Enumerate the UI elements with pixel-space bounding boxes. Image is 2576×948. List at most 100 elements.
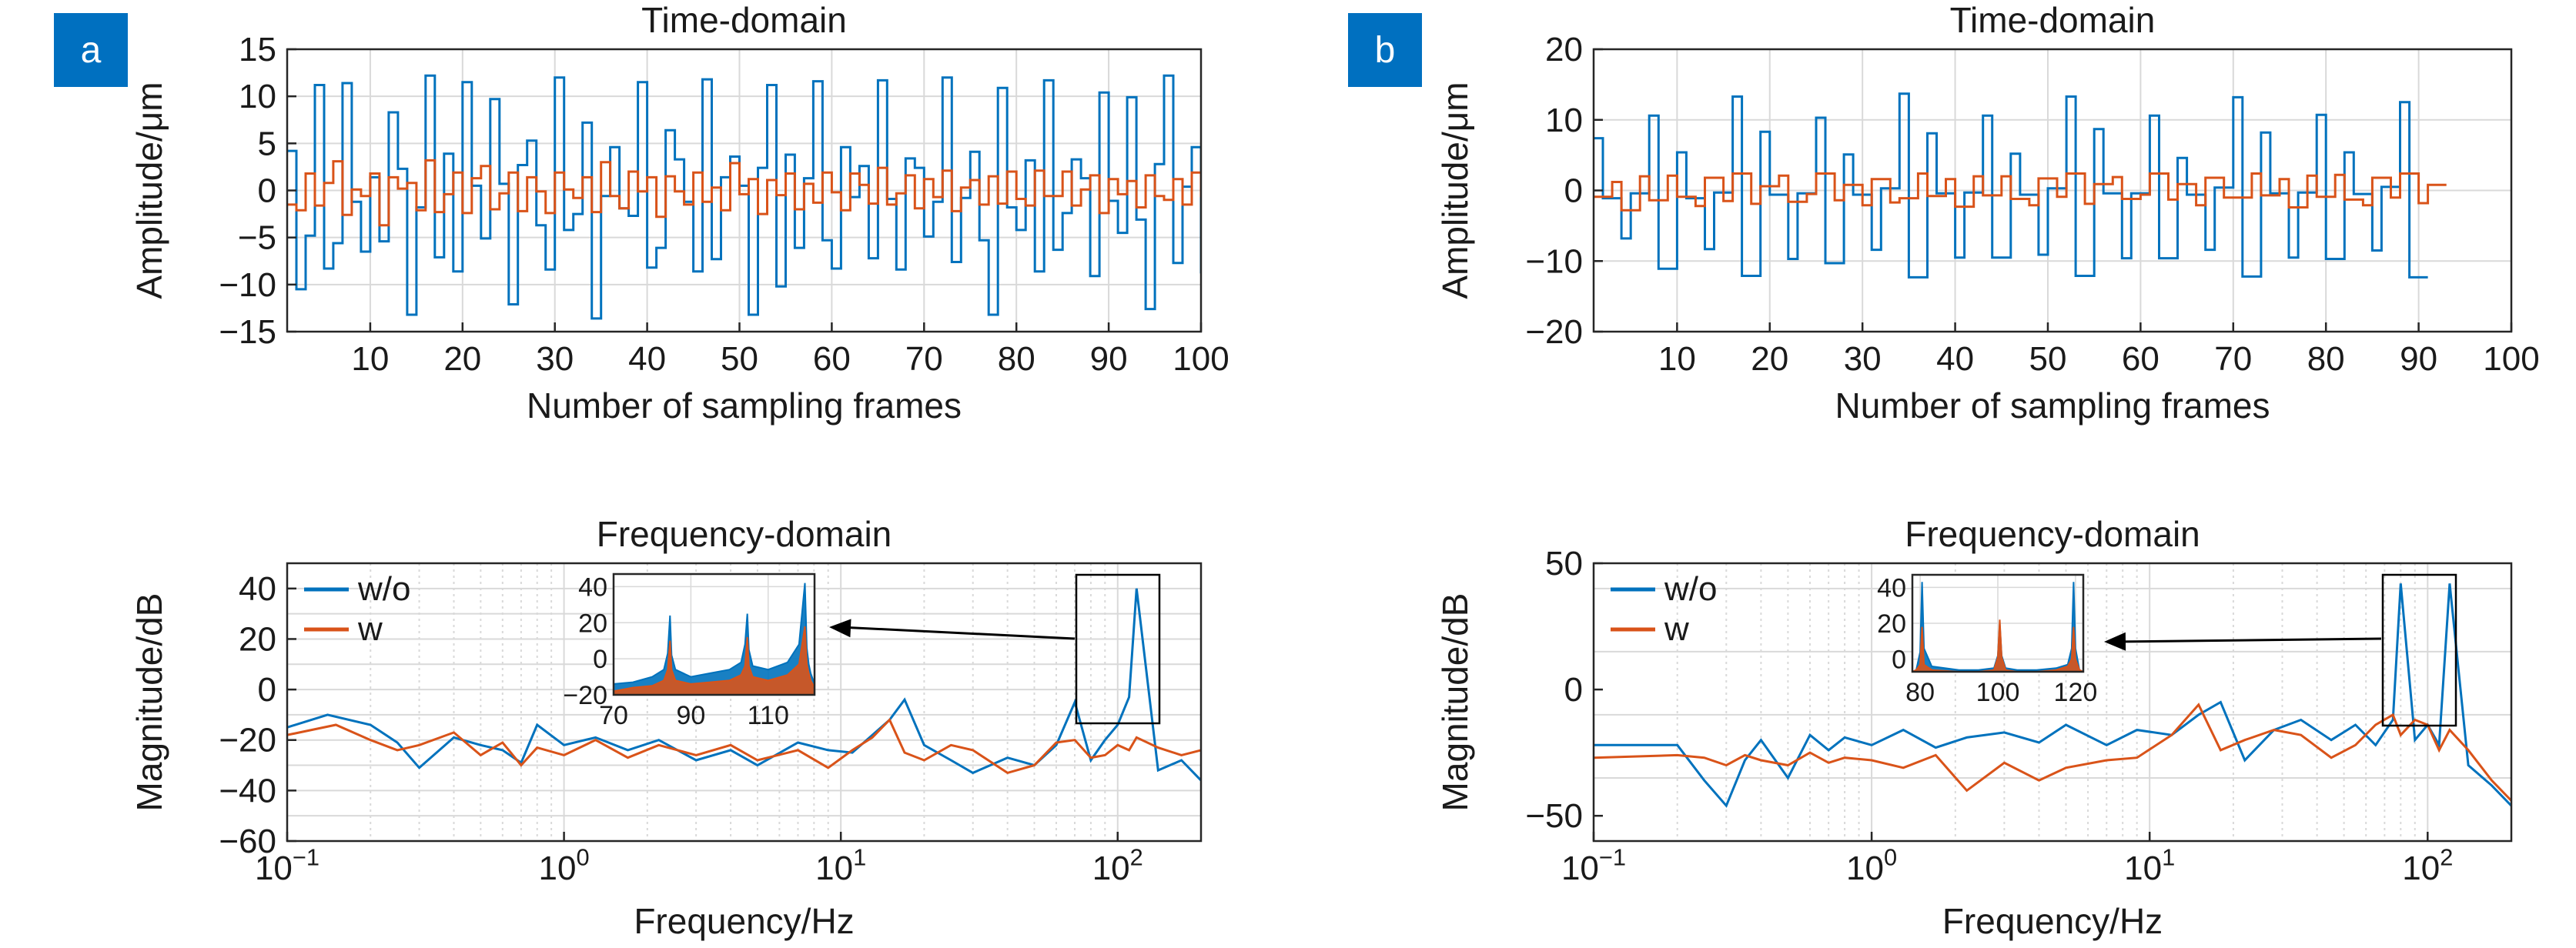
inset-x-tick-label: 80 [1905, 678, 1935, 707]
x-tick-label: 90 [2400, 340, 2437, 378]
grid [1594, 48, 2512, 332]
inset-y-tick-label: −20 [563, 681, 607, 710]
y-tick-label: −50 [1525, 797, 1583, 835]
y-tick-label: −15 [219, 313, 276, 351]
x-tick-label: 100 [539, 844, 590, 887]
inset-chart: 70 90 110 −20 0 20 40 [563, 572, 1161, 730]
chart-title: Time-domain [641, 0, 847, 40]
panel-label-b: b [1348, 13, 1422, 87]
series-line-wo [287, 74, 1201, 320]
y-tick-label: 10 [239, 78, 276, 115]
series-line-wo [1594, 583, 2511, 808]
chart-1: 10 20 30 40 50 60 70 80 90 100 −20 −10 0 10 20 Time-dom… [1435, 0, 2540, 426]
x-tick-label: 80 [2307, 340, 2345, 378]
y-tick-label: 40 [239, 570, 276, 608]
x-tick-label: 30 [1844, 340, 1882, 378]
x-axis-label: Frequency/Hz [1942, 901, 2163, 941]
x-axis-label: Number of sampling frames [527, 386, 962, 426]
series-line-w [1594, 703, 2511, 802]
y-tick-label: 10 [1545, 102, 1583, 139]
legend-label-w: w [1664, 610, 1689, 648]
chart-title: Frequency-domain [597, 514, 892, 554]
series-group [1594, 92, 2447, 279]
x-tick-label: 80 [998, 340, 1035, 378]
x-tick-label: 90 [1090, 340, 1128, 378]
axes-frame [1592, 562, 2513, 843]
chart-3: 10−1 100 101 102 −50 0 50 Frequency-domain Frequ… [1435, 514, 2513, 941]
y-tick-label: 0 [1564, 172, 1583, 210]
y-tick-label: 0 [258, 671, 276, 709]
inset-series-w [614, 626, 815, 695]
x-tick-label: 102 [2402, 844, 2453, 887]
chart-title: Frequency-domain [1905, 514, 2200, 554]
x-tick-label: 100 [1173, 340, 1229, 378]
series-group [287, 588, 1201, 782]
inset-x-tick-label: 110 [748, 701, 789, 730]
zoom-arrow-head [829, 619, 851, 638]
zoom-arrow-line [2122, 637, 2382, 643]
x-tick-label: 100 [2483, 340, 2539, 378]
x-tick-label: 101 [815, 844, 866, 887]
y-tick-label: 0 [1564, 671, 1583, 709]
x-tick-label: 40 [1936, 340, 1974, 378]
y-tick-label: 0 [258, 172, 276, 210]
inset-x-tick-label: 90 [676, 701, 705, 730]
x-tick-label: 20 [1751, 340, 1788, 378]
y-axis-label: Amplitude/μm [1435, 82, 1475, 299]
inset-series-w [1912, 619, 2083, 672]
series-line-w [1594, 172, 2447, 212]
x-tick-label: 60 [2122, 340, 2159, 378]
chart-title: Time-domain [1950, 0, 2156, 40]
y-tick-label: −20 [1525, 313, 1583, 351]
series-group [287, 74, 1201, 320]
zoom-box [1075, 573, 1161, 725]
y-tick-label: −20 [219, 722, 276, 759]
inset-y-tick-label: 20 [1877, 609, 1906, 639]
grid [287, 48, 1202, 332]
chart-2: 10−1 100 101 102 −60 −40 −20 0 20 40 Frequency-dom… [129, 514, 1203, 941]
chart-0: 10 20 30 40 50 60 70 80 90 100 −15 −10 −5 0 5 10 15 Time-… [129, 0, 1229, 426]
legend: w/ow [304, 570, 410, 648]
inset-y-tick-label: 0 [593, 645, 607, 674]
inset-frame [612, 572, 816, 696]
x-tick-label: 100 [1846, 844, 1897, 887]
legend: w/ow [1611, 570, 1717, 648]
x-tick-label: 50 [721, 340, 758, 378]
inset-x-tick-label: 70 [599, 701, 628, 730]
y-tick-label: 15 [239, 31, 276, 68]
x-tick-label: 40 [628, 340, 666, 378]
zoom-arrow-head [2104, 632, 2126, 651]
y-tick-label: 5 [258, 125, 276, 162]
x-tick-label: 102 [1092, 844, 1143, 887]
inset-series-group [614, 582, 815, 695]
x-tick-label: 10−1 [1561, 844, 1626, 887]
inset-y-tick-label: 0 [1892, 646, 1906, 675]
zoom-box [2381, 573, 2457, 727]
x-tick-label: 10−1 [255, 844, 319, 887]
x-tick-label: 10 [351, 340, 389, 378]
inset-series-group [1912, 582, 2083, 672]
x-axis-label: Frequency/Hz [634, 901, 854, 941]
x-tick-label: 20 [443, 340, 481, 378]
axes-frame [286, 562, 1203, 843]
inset-frame [1911, 573, 2085, 673]
x-axis-label: Number of sampling frames [1835, 386, 2270, 426]
x-tick-label: 70 [2214, 340, 2252, 378]
x-tick-label: 70 [905, 340, 943, 378]
zoom-arrow-line [847, 626, 1076, 640]
y-tick-label: −10 [219, 266, 276, 304]
inset-y-tick-label: 40 [1877, 573, 1906, 603]
inset-chart: 80 100 120 0 20 40 [1877, 573, 2457, 727]
x-tick-label: 50 [2029, 340, 2067, 378]
series-line-wo [287, 588, 1201, 782]
y-tick-label: 50 [1545, 545, 1583, 582]
inset-x-tick-label: 120 [2054, 678, 2098, 707]
inset-y-tick-label: 20 [578, 609, 607, 638]
x-tick-label: 101 [2124, 844, 2175, 887]
series-group [1594, 583, 2511, 808]
panel-label-a: a [54, 13, 128, 87]
y-tick-label: 20 [1545, 31, 1583, 68]
y-axis-label: Magnitude/dB [129, 593, 169, 812]
series-line-w [287, 159, 1201, 227]
